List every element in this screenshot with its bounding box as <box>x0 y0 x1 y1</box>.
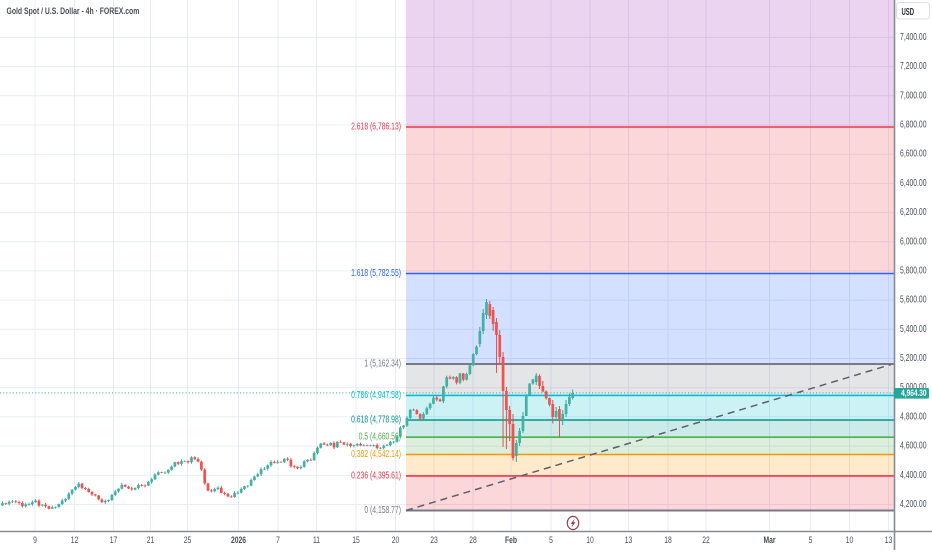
svg-text:0.5 (4,660.56): 0.5 (4,660.56) <box>359 430 401 442</box>
svg-text:7,200.00: 7,200.00 <box>900 60 927 72</box>
svg-text:7,400.00: 7,400.00 <box>900 31 927 43</box>
svg-text:21: 21 <box>147 535 155 545</box>
svg-text:1 (5,162.34): 1 (5,162.34) <box>364 357 401 369</box>
svg-text:2026: 2026 <box>231 535 246 545</box>
svg-text:18: 18 <box>664 535 672 545</box>
svg-text:5,800.00: 5,800.00 <box>900 264 927 276</box>
svg-text:5: 5 <box>809 535 813 545</box>
svg-text:5,400.00: 5,400.00 <box>900 322 927 334</box>
svg-text:6,600.00: 6,600.00 <box>900 147 927 159</box>
svg-text:17: 17 <box>110 535 118 545</box>
svg-text:4,400.00: 4,400.00 <box>900 468 927 480</box>
svg-text:12: 12 <box>71 535 79 545</box>
svg-text:0 (4,158.77): 0 (4,158.77) <box>364 504 401 516</box>
svg-text:2.618 (6,786.13): 2.618 (6,786.13) <box>351 120 401 132</box>
svg-text:10: 10 <box>846 535 854 545</box>
svg-text:11: 11 <box>313 535 320 545</box>
svg-text:25: 25 <box>184 535 192 545</box>
svg-text:4,800.00: 4,800.00 <box>900 410 927 422</box>
svg-text:0.382 (4,542.14): 0.382 (4,542.14) <box>351 448 401 460</box>
svg-text:Mar: Mar <box>763 535 776 545</box>
svg-text:7: 7 <box>276 535 280 545</box>
svg-text:5,000.00: 5,000.00 <box>900 381 927 393</box>
svg-text:USD: USD <box>901 7 914 18</box>
svg-text:13: 13 <box>885 535 893 545</box>
svg-text:6,000.00: 6,000.00 <box>900 235 927 247</box>
svg-text:10: 10 <box>586 535 594 545</box>
svg-text:4,200.00: 4,200.00 <box>900 498 927 510</box>
svg-text:Gold Spot / U.S. Dollar - 4h ·: Gold Spot / U.S. Dollar - 4h · FOREX.com <box>7 5 140 17</box>
svg-text:7,000.00: 7,000.00 <box>900 89 927 101</box>
svg-text:6,200.00: 6,200.00 <box>900 206 927 218</box>
svg-text:5,600.00: 5,600.00 <box>900 293 927 305</box>
svg-text:4,964.30: 4,964.30 <box>901 388 927 399</box>
svg-text:0.618 (4,778.98): 0.618 (4,778.98) <box>351 413 401 425</box>
svg-text:5: 5 <box>549 535 553 545</box>
svg-text:20: 20 <box>392 535 400 545</box>
svg-text:28: 28 <box>469 535 477 545</box>
svg-text:22: 22 <box>702 535 710 545</box>
svg-text:13: 13 <box>625 535 633 545</box>
svg-text:0.786 (4,947.58): 0.786 (4,947.58) <box>351 388 401 400</box>
svg-text:5,200.00: 5,200.00 <box>900 352 927 364</box>
svg-text:0.236 (4,395.61): 0.236 (4,395.61) <box>351 469 401 481</box>
svg-text:15: 15 <box>352 535 360 545</box>
svg-text:9: 9 <box>33 535 37 545</box>
svg-text:6,800.00: 6,800.00 <box>900 118 927 130</box>
svg-text:Feb: Feb <box>505 535 517 545</box>
svg-text:23: 23 <box>430 535 438 545</box>
svg-text:4,600.00: 4,600.00 <box>900 439 927 451</box>
svg-text:6,400.00: 6,400.00 <box>900 177 927 189</box>
svg-text:1.618 (5,782.55): 1.618 (5,782.55) <box>351 267 401 279</box>
